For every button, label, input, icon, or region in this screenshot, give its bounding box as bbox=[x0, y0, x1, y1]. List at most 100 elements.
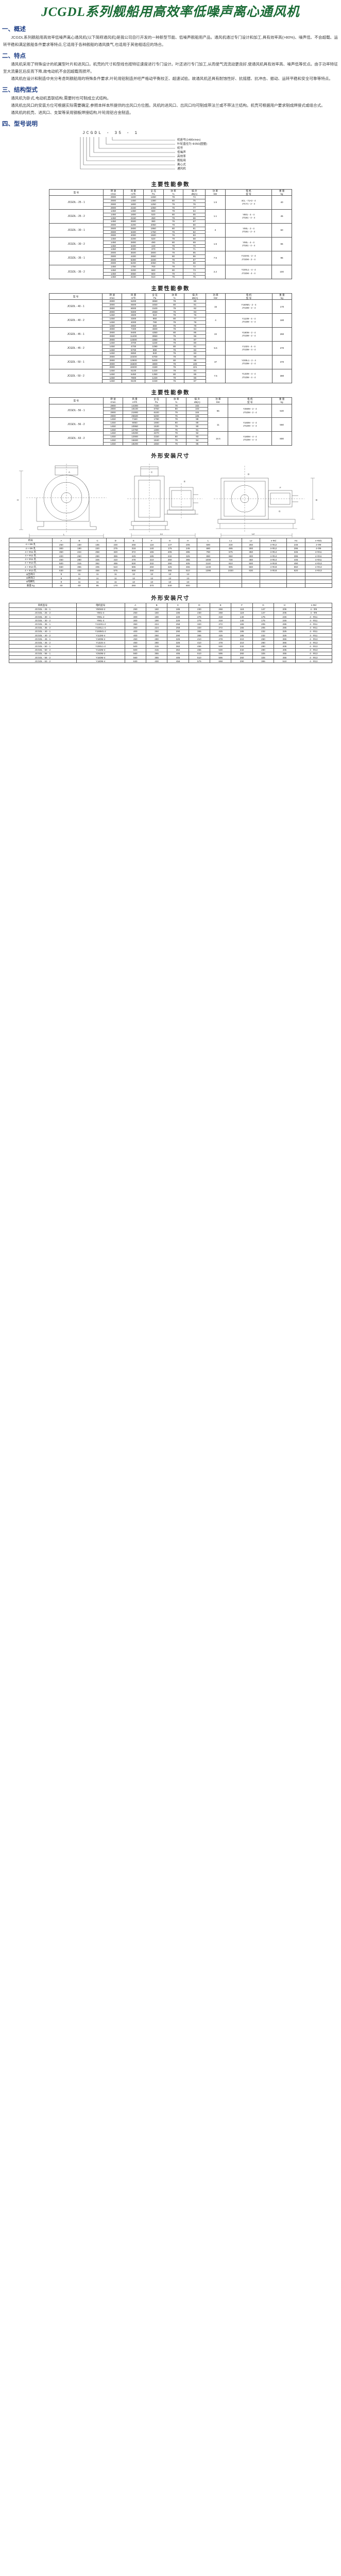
perf-flow: 5200 bbox=[122, 299, 145, 304]
perf-speed: 1450 bbox=[102, 351, 123, 356]
dim-cell: 350 bbox=[242, 550, 261, 554]
dim-cell: 630 bbox=[52, 568, 71, 573]
table-row: JCGDL - 30 - 1 Y90L-2 300 190 220 275 318 140 17… bbox=[9, 614, 333, 619]
table-row: 1450 18200 1650 76 95 bbox=[49, 442, 292, 446]
perf-noise: 77 bbox=[184, 317, 206, 321]
dim-cell: 4 × Φ11 孔 bbox=[9, 553, 53, 558]
perf-col-header: 转 速 r/min bbox=[103, 397, 124, 404]
perf-flow: 1450 bbox=[123, 199, 144, 203]
dim-cell: 530 bbox=[210, 648, 232, 652]
perf-pressure: 990 bbox=[144, 348, 165, 352]
dim-cell: 13 bbox=[178, 576, 197, 581]
dim-cell: 205 bbox=[252, 622, 275, 626]
perf-speed: 1450 bbox=[102, 313, 123, 318]
dim-cell: 重量 kg bbox=[9, 583, 53, 588]
dim-cell: 260 bbox=[231, 651, 253, 656]
perf-col-header: 功 率 kW bbox=[208, 397, 229, 404]
perf-efficiency: 78 bbox=[166, 417, 187, 422]
section-heading-overview: 一、概述 bbox=[2, 26, 26, 32]
dim-cell: 540 bbox=[160, 583, 179, 588]
perf-motor-model: Y100L1 - 4 - 4 J71DM - 4 - 4 bbox=[225, 265, 272, 279]
dim-cell: 13 bbox=[142, 580, 161, 584]
page-title: JCGDL系列舰船用高效率低噪声离心通风机 bbox=[41, 5, 300, 19]
perf-speed: 2900 bbox=[102, 365, 123, 370]
perf-speed: 1450 bbox=[103, 275, 124, 279]
dim-cell: 160 bbox=[70, 543, 89, 547]
model-designation-diagram: JCGDL - 35 - 1 机座号(1480r/min) 叶轮直径为 Φ350… bbox=[0, 131, 341, 175]
paragraph-features-1: 通风机采用了特殊设计的机翼型叶片和进风口。机壳的尺寸和型线也按特征速度进行专门设… bbox=[3, 61, 338, 74]
performance-table-title: 主要性能参数 bbox=[151, 285, 190, 292]
perf-efficiency: 80 bbox=[164, 345, 185, 349]
perf-efficiency: 79 bbox=[166, 438, 187, 443]
dim-cell: 4 - Φ13 bbox=[295, 644, 333, 649]
perf-flow: 2800 bbox=[123, 240, 144, 245]
dim-cell: 224 bbox=[145, 622, 168, 626]
dim-cell: Y132S1-2 bbox=[76, 622, 125, 626]
perf-weight: 800 bbox=[271, 431, 292, 446]
perf-noise: 67 bbox=[183, 219, 206, 224]
perf-power: 1.5 bbox=[204, 237, 226, 252]
dim-cell: 165 bbox=[231, 625, 253, 630]
perf-power: 11 bbox=[208, 417, 229, 432]
table-row: 1450 2500 380 76 67 bbox=[49, 219, 292, 224]
dim-cell: JCGDL - 25 - 1 bbox=[9, 607, 77, 612]
perf-col-header: 重 量 kg bbox=[271, 189, 292, 196]
dim-cell: Y160M1-2 bbox=[76, 629, 125, 634]
perf-col-header: 噪 声 dB(A) bbox=[183, 189, 206, 196]
table-row: JCGDL - 35 - 1 Y132S1-2 350 224 258 320 372 165… bbox=[9, 622, 333, 626]
perf-efficiency: 76 bbox=[166, 442, 187, 446]
dim-col-header: n-Φd bbox=[295, 602, 333, 608]
dim-cell: Y180M-4 bbox=[76, 659, 125, 664]
perf-pressure: 1350 bbox=[144, 372, 165, 377]
dim-cell: 185 bbox=[142, 553, 161, 558]
dim-cell: 268 bbox=[210, 607, 232, 612]
dim-cell: 325 bbox=[274, 629, 296, 634]
dim-cell: 315 bbox=[145, 644, 168, 649]
perf-pressure: 3450 bbox=[144, 303, 165, 307]
dim-cell: 495 bbox=[219, 546, 243, 551]
perf-speed: 1450 bbox=[103, 424, 124, 429]
dim-cell: 372 bbox=[124, 550, 143, 554]
dim-cell: 258 bbox=[88, 550, 107, 554]
dim-cell: 260 bbox=[231, 655, 253, 660]
perf-noise: 94 bbox=[184, 327, 206, 332]
table-row: JCGDL - 40 - 1 2900 5200 3650 78 90 15 Y160M1 -… bbox=[48, 299, 293, 314]
dim-cell: 630 bbox=[242, 568, 261, 573]
dim-cell: 13 bbox=[142, 576, 161, 581]
perf-weight: 95 bbox=[271, 251, 292, 266]
table-row: φ出风口 9 11 11 11 13 13 13 13 bbox=[9, 572, 333, 577]
dim-cell: 4-Φ13 bbox=[304, 565, 333, 569]
perf-efficiency: 79 bbox=[164, 362, 185, 366]
model-legend-0: 机座号(1480r/min) bbox=[177, 138, 201, 142]
perf-speed: 1450 bbox=[103, 417, 124, 422]
dim-cell: 890 bbox=[196, 553, 220, 558]
perf-flow: 2500 bbox=[123, 219, 144, 224]
dim-cell: 395 bbox=[286, 553, 305, 558]
dim-cell: 455 bbox=[188, 648, 211, 652]
perf-power: 37 bbox=[205, 355, 226, 370]
perf-motor-model: Y132S - 4 - 4 J71DM - 4 - 4 bbox=[225, 341, 272, 356]
dim-cell: 11 bbox=[88, 576, 107, 581]
table-row: JCGDL - 35 - 2 Y100L1-4 350 224 258 320 372 165… bbox=[9, 625, 333, 630]
perf-noise: 102 bbox=[186, 403, 209, 408]
dim-cell: 140 bbox=[231, 614, 253, 619]
perf-speed: 1450 bbox=[102, 372, 123, 377]
perf-weight: 540 bbox=[271, 403, 292, 418]
perf-flow: 6200 bbox=[123, 261, 144, 266]
perf-col-header: 型 号 bbox=[48, 189, 104, 196]
dim-cell: 205 bbox=[160, 550, 179, 554]
dimension-table-1-wrap: 机号 A B C D E F G H L L1 L2 n-Φd H1 n-Φd1 4 × Φ9 孔 250 160… bbox=[0, 538, 341, 588]
dim-cell: 325 bbox=[252, 651, 275, 656]
dim-cell bbox=[219, 580, 243, 584]
dim-cell: 250 bbox=[124, 611, 146, 615]
perf-col-header: 转 速 r/min bbox=[102, 293, 123, 300]
table-row: JCGDL - 45 - 1 Y180M-2 450 280 325 410 478 210 2… bbox=[9, 637, 333, 641]
dim-cell: 210 bbox=[231, 640, 253, 645]
dim-cell: 250 bbox=[145, 633, 168, 638]
perf-col-header: 效 率% bbox=[164, 293, 185, 300]
perf-noise: 104 bbox=[186, 411, 209, 415]
perf-model: JCGDL - 45 - 2 bbox=[48, 341, 103, 356]
perf-pressure: 910 bbox=[144, 313, 165, 318]
table-row: JCGDL - 25 - 1 Y80M2-2 250 160 185 230 268 118 1… bbox=[9, 607, 333, 612]
model-legend-7: 通风机 bbox=[177, 167, 186, 171]
